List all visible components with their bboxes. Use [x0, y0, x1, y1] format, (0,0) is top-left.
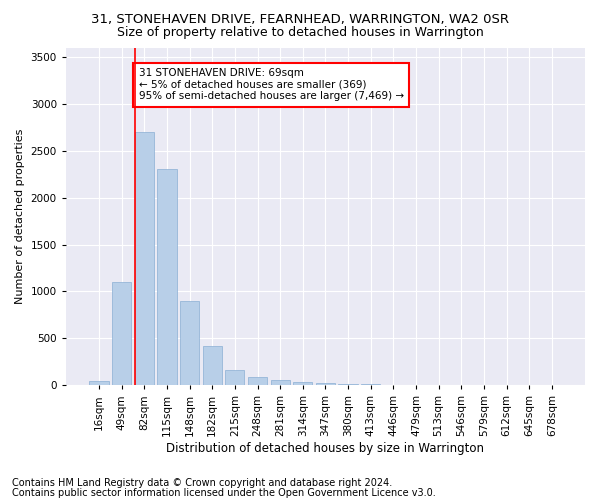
Bar [316, 383, 335, 386]
Bar [293, 382, 313, 386]
Text: Size of property relative to detached houses in Warrington: Size of property relative to detached ho… [116, 26, 484, 39]
Bar [135, 132, 154, 386]
Bar [361, 384, 380, 386]
Bar [203, 346, 222, 386]
Text: Contains public sector information licensed under the Open Government Licence v3: Contains public sector information licen… [12, 488, 436, 498]
Bar [338, 384, 358, 386]
Bar [112, 282, 131, 386]
Bar [225, 370, 244, 386]
Text: 31, STONEHAVEN DRIVE, FEARNHEAD, WARRINGTON, WA2 0SR: 31, STONEHAVEN DRIVE, FEARNHEAD, WARRING… [91, 12, 509, 26]
Bar [271, 380, 290, 386]
Bar [89, 380, 109, 386]
Y-axis label: Number of detached properties: Number of detached properties [15, 128, 25, 304]
Bar [157, 170, 176, 386]
Bar [248, 377, 267, 386]
X-axis label: Distribution of detached houses by size in Warrington: Distribution of detached houses by size … [166, 442, 484, 455]
Text: Contains HM Land Registry data © Crown copyright and database right 2024.: Contains HM Land Registry data © Crown c… [12, 478, 392, 488]
Text: 31 STONEHAVEN DRIVE: 69sqm
← 5% of detached houses are smaller (369)
95% of semi: 31 STONEHAVEN DRIVE: 69sqm ← 5% of detac… [139, 68, 404, 102]
Bar [180, 301, 199, 386]
